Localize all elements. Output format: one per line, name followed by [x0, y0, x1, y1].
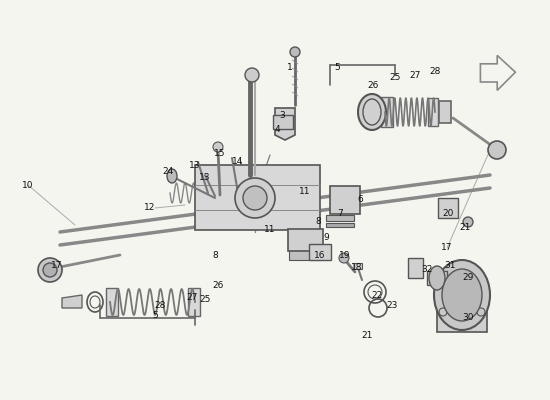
Ellipse shape [38, 258, 62, 282]
Ellipse shape [442, 269, 482, 321]
Text: 18: 18 [351, 264, 363, 272]
Text: 7: 7 [337, 208, 343, 218]
Text: 23: 23 [386, 300, 398, 310]
Bar [326, 223, 354, 227]
Ellipse shape [434, 260, 490, 330]
Ellipse shape [43, 263, 57, 277]
Text: 22: 22 [371, 290, 383, 300]
Ellipse shape [488, 141, 506, 159]
Text: 20: 20 [442, 208, 454, 218]
Polygon shape [62, 295, 82, 308]
Text: 12: 12 [144, 204, 156, 212]
Text: 27: 27 [186, 294, 197, 302]
Text: 11: 11 [299, 188, 311, 196]
Text: 3: 3 [279, 110, 285, 120]
Ellipse shape [339, 253, 349, 263]
Ellipse shape [235, 178, 275, 218]
Text: 5: 5 [152, 310, 158, 320]
Ellipse shape [358, 94, 386, 130]
Text: 10: 10 [22, 180, 34, 190]
Bar [427, 271, 447, 285]
Bar [437, 304, 487, 332]
Text: 17: 17 [51, 260, 63, 270]
Polygon shape [195, 165, 320, 230]
Text: 21: 21 [361, 330, 373, 340]
Ellipse shape [243, 186, 267, 210]
Bar [439, 101, 451, 123]
Bar [273, 115, 293, 129]
Bar [381, 97, 393, 127]
Text: 9: 9 [323, 232, 329, 242]
Bar [354, 263, 362, 269]
Text: 14: 14 [232, 158, 244, 166]
Text: 8: 8 [315, 218, 321, 226]
Ellipse shape [429, 266, 445, 290]
Ellipse shape [290, 47, 300, 57]
Bar [309, 244, 331, 260]
Polygon shape [275, 108, 295, 140]
Text: 6: 6 [357, 196, 363, 204]
Text: 24: 24 [162, 168, 174, 176]
Text: 30: 30 [462, 314, 474, 322]
Text: 13: 13 [199, 174, 211, 182]
Text: 27: 27 [409, 70, 421, 80]
Text: 28: 28 [430, 68, 441, 76]
Ellipse shape [213, 142, 223, 152]
Bar [408, 258, 422, 278]
Ellipse shape [463, 217, 473, 227]
Bar [288, 229, 322, 251]
Bar [289, 250, 321, 260]
Text: 26: 26 [212, 280, 224, 290]
Text: 15: 15 [214, 148, 225, 158]
Text: 1: 1 [287, 64, 293, 72]
Text: 8: 8 [212, 250, 218, 260]
Bar [428, 98, 438, 126]
Text: 25: 25 [199, 296, 211, 304]
Text: 13: 13 [189, 160, 201, 170]
Text: 4: 4 [274, 126, 280, 134]
Text: 28: 28 [155, 300, 166, 310]
Ellipse shape [167, 169, 177, 183]
Text: 32: 32 [421, 266, 433, 274]
Text: 26: 26 [367, 80, 379, 90]
Text: 25: 25 [389, 74, 401, 82]
Ellipse shape [245, 68, 259, 82]
Text: 17: 17 [441, 244, 453, 252]
Bar [188, 288, 200, 316]
Text: 16: 16 [314, 250, 326, 260]
Bar [438, 198, 458, 218]
Text: 31: 31 [444, 260, 456, 270]
Text: 19: 19 [339, 250, 351, 260]
Bar [330, 186, 360, 214]
Text: 5: 5 [334, 64, 340, 72]
Bar [326, 215, 354, 221]
Text: 11: 11 [264, 226, 276, 234]
Text: 21: 21 [459, 224, 471, 232]
Text: 29: 29 [463, 274, 474, 282]
Bar [106, 288, 118, 316]
